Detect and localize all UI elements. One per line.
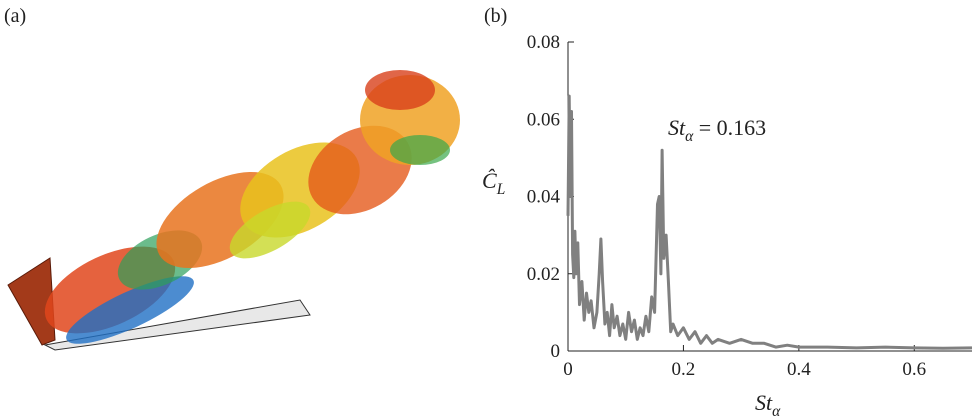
annotation-rest: = 0.163 (693, 115, 766, 140)
x-tick-label: 0.2 (672, 359, 696, 380)
x-axis-label: Stα (755, 390, 781, 419)
annotation-sub: α (685, 128, 694, 145)
x-tick-label: 0.6 (902, 359, 926, 380)
annotation-base: St (668, 115, 686, 140)
data-line (566, 94, 972, 350)
y-tick-label: 0 (551, 341, 561, 362)
annotation: Stα = 0.163 (668, 115, 766, 145)
vortex-visualization (7, 70, 460, 351)
y-tick-label: 0.08 (527, 32, 560, 53)
x-tick-label: 0.4 (787, 359, 811, 380)
x-axis-label-sub: α (772, 403, 781, 419)
y-axis-label-sub: L (496, 181, 506, 198)
y-tick-label: 0.04 (527, 187, 561, 208)
y-tick-label: 0.02 (527, 264, 560, 285)
y-axis-label-base: Ĉ (482, 168, 497, 193)
y-axis-label: ĈL (482, 168, 505, 198)
x-axis-label-base: St (755, 390, 773, 415)
x-tick-label: 0 (563, 359, 573, 380)
y-tick-label: 0.06 (527, 109, 560, 130)
panel-label: (a) (4, 5, 26, 27)
panel-label: (b) (484, 5, 507, 27)
